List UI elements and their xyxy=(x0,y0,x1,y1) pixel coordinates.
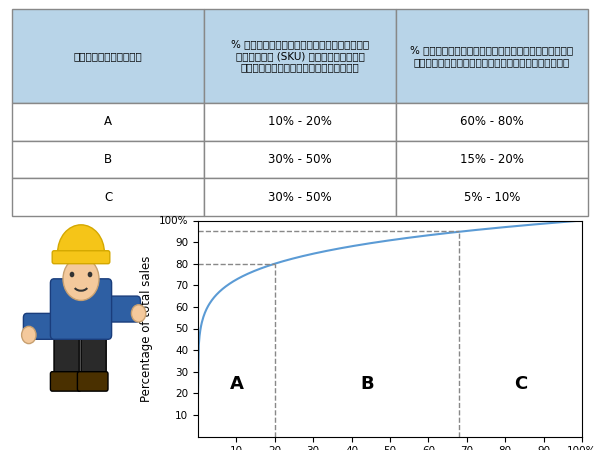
Circle shape xyxy=(63,257,99,301)
FancyBboxPatch shape xyxy=(54,331,79,378)
FancyBboxPatch shape xyxy=(77,372,108,391)
Wedge shape xyxy=(58,225,104,253)
Circle shape xyxy=(70,272,74,277)
FancyBboxPatch shape xyxy=(81,331,106,378)
Text: C: C xyxy=(514,375,527,393)
Text: B: B xyxy=(360,375,374,393)
FancyBboxPatch shape xyxy=(50,279,112,339)
Y-axis label: Percentage of total sales: Percentage of total sales xyxy=(140,255,153,402)
FancyBboxPatch shape xyxy=(104,296,140,322)
Text: A: A xyxy=(229,375,244,393)
Circle shape xyxy=(131,305,146,322)
FancyBboxPatch shape xyxy=(52,251,110,264)
Circle shape xyxy=(22,326,36,344)
Circle shape xyxy=(88,272,92,277)
FancyBboxPatch shape xyxy=(50,372,81,391)
FancyBboxPatch shape xyxy=(23,313,58,339)
